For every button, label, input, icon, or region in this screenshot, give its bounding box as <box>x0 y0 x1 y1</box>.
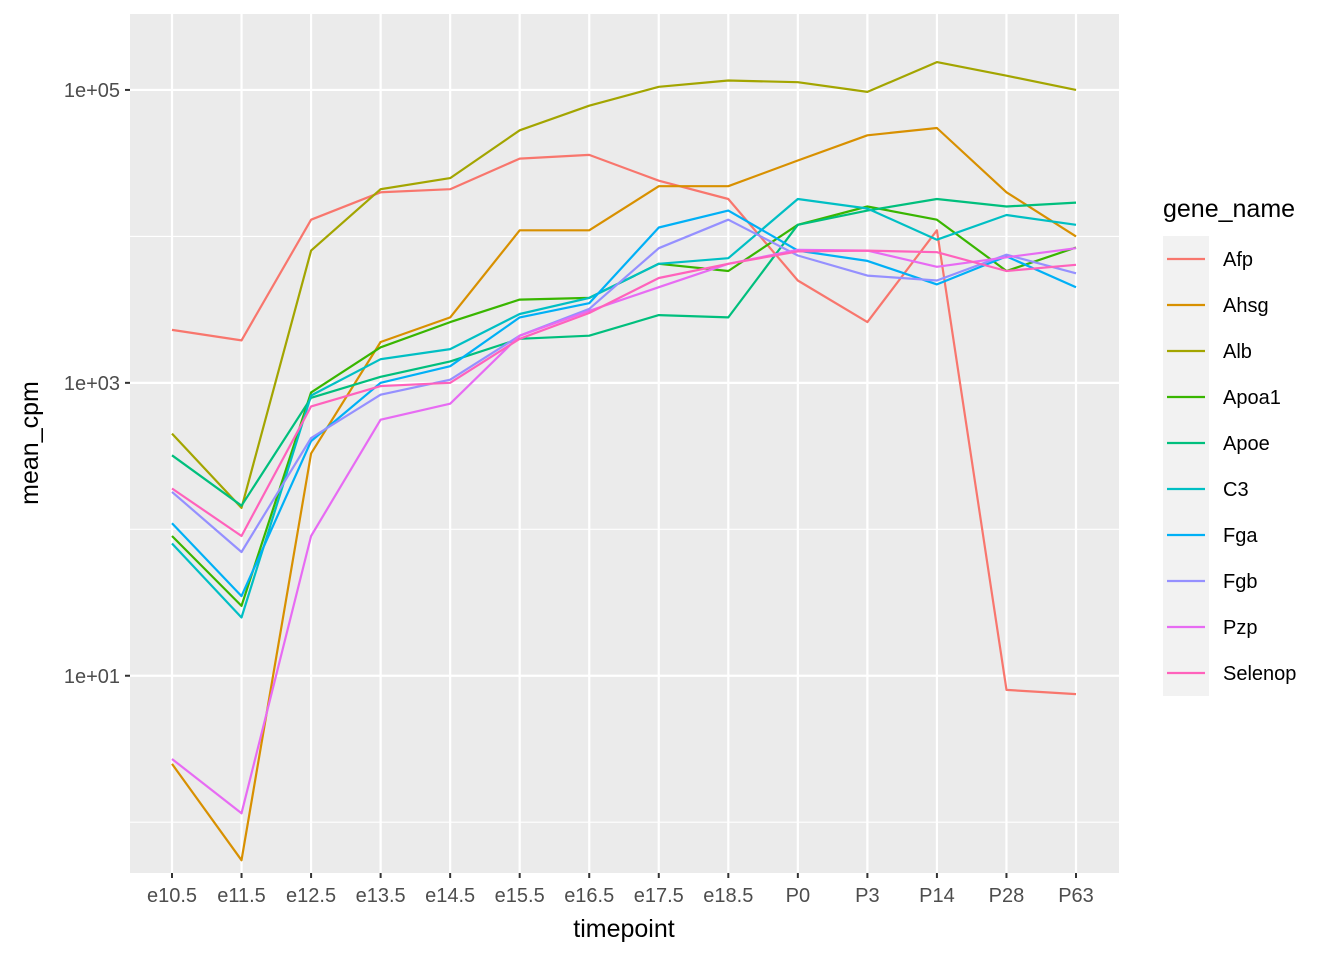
y-axis-title: mean_cpm <box>16 381 44 505</box>
series-line-apoe <box>171 197 1077 507</box>
legend-label-alb: Alb <box>1223 341 1252 363</box>
legend-keys: Afp Ahsg Alb Apoa1 Apoe C3 Fga Fgb Pzp Selenop <box>1163 236 1296 696</box>
legend-label-afp: Afp <box>1223 249 1253 271</box>
x-tick-label: e16.5 <box>564 885 614 907</box>
legend-label-c3: C3 <box>1223 479 1249 501</box>
series-line-c3 <box>171 197 1077 619</box>
series-lines <box>171 60 1077 862</box>
legend-label-apoe: Apoe <box>1223 433 1270 455</box>
x-tick-label: e13.5 <box>356 885 406 907</box>
x-axis: e10.5 e11.5 e12.5 e13.5 e14.5 e15.5 e16.5 e17.5… <box>147 873 1094 907</box>
legend-label-fgb: Fgb <box>1223 571 1257 593</box>
legend-label-apoa1: Apoa1 <box>1223 387 1281 409</box>
x-tick-label: e17.5 <box>634 885 684 907</box>
y-tick-label: 1e+03 <box>64 373 120 395</box>
x-tick-label: P3 <box>855 885 879 907</box>
x-tick-label: P28 <box>989 885 1025 907</box>
x-tick-label: e11.5 <box>217 885 266 907</box>
x-tick-label: P63 <box>1058 885 1094 907</box>
series-line-alb <box>171 60 1077 509</box>
x-tick-label: e10.5 <box>147 885 197 907</box>
legend: gene_name Afp Ahsg Alb Apoa1 Apoe C3 Fga Fgb Pzp… <box>1163 195 1296 696</box>
x-tick-label: e12.5 <box>286 885 336 907</box>
x-tick-label: e15.5 <box>495 885 545 907</box>
plot-panel <box>130 14 1119 873</box>
legend-title: gene_name <box>1163 195 1295 223</box>
y-axis: 1e+01 1e+03 1e+05 <box>64 80 130 688</box>
series-line-selenop <box>171 249 1077 538</box>
y-tick-label: 1e+05 <box>64 80 120 102</box>
legend-label-selenop: Selenop <box>1223 663 1296 685</box>
legend-label-ahsg: Ahsg <box>1223 295 1269 317</box>
legend-label-fga: Fga <box>1223 525 1258 547</box>
x-tick-label: P14 <box>919 885 955 907</box>
series-line-ahsg <box>171 126 1077 862</box>
x-axis-title: timepoint <box>573 915 674 943</box>
series-line-pzp <box>171 247 1077 815</box>
x-tick-label: P0 <box>786 885 810 907</box>
legend-key-background <box>1163 236 1209 696</box>
y-tick-label: 1e+01 <box>64 666 120 688</box>
series-line-fgb <box>171 218 1077 554</box>
x-tick-label: e18.5 <box>703 885 753 907</box>
series-line-afp <box>171 153 1077 696</box>
major-gridlines <box>130 14 1119 873</box>
minor-gridlines <box>130 235 1119 823</box>
legend-label-pzp: Pzp <box>1223 617 1257 639</box>
x-tick-label: e14.5 <box>425 885 475 907</box>
